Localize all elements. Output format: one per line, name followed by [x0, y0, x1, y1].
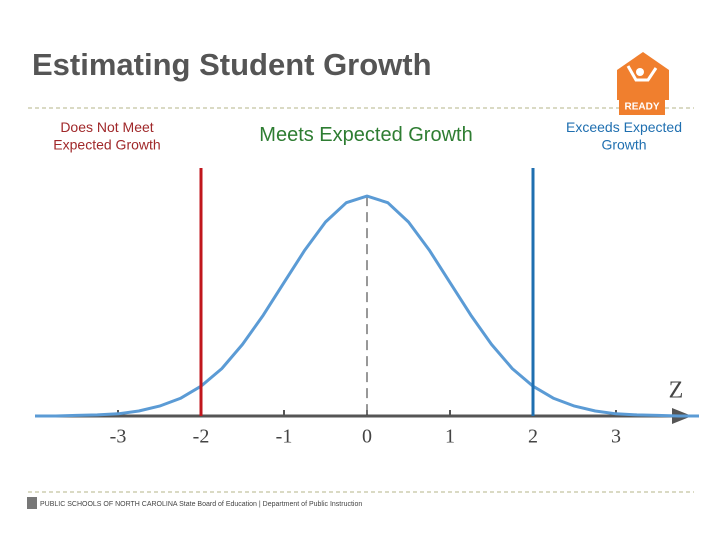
- x-tick-label: 3: [611, 426, 621, 448]
- footer-text: PUBLIC SCHOOLS OF NORTH CAROLINA State B…: [40, 501, 362, 508]
- logo-band: [619, 97, 665, 115]
- region-label: Exceeds Expected Growth: [566, 119, 682, 153]
- logo: READY: [617, 52, 669, 115]
- x-tick-label: -2: [193, 426, 210, 448]
- logo-figure: [636, 68, 644, 76]
- region-label: Meets Expected Growth: [259, 124, 472, 146]
- x-tick-label: -1: [276, 426, 293, 448]
- slide-title: Estimating Student Growth: [32, 47, 432, 82]
- x-tick-label: 1: [445, 426, 455, 448]
- logo-text: READY: [624, 102, 659, 113]
- region-label: Does Not Meet Expected Growth: [53, 119, 160, 153]
- footer-icon: [27, 497, 37, 509]
- x-tick-label: 0: [362, 426, 372, 448]
- x-tick-label: -3: [110, 426, 127, 448]
- chart: Does Not Meet Expected Growth Meets Expect…: [35, 119, 699, 448]
- logo-house: [617, 52, 669, 100]
- density-curve: [35, 194, 699, 418]
- x-axis-label: Z: [669, 378, 684, 404]
- logo-figure: [626, 65, 658, 82]
- x-tick-label: 2: [528, 426, 538, 448]
